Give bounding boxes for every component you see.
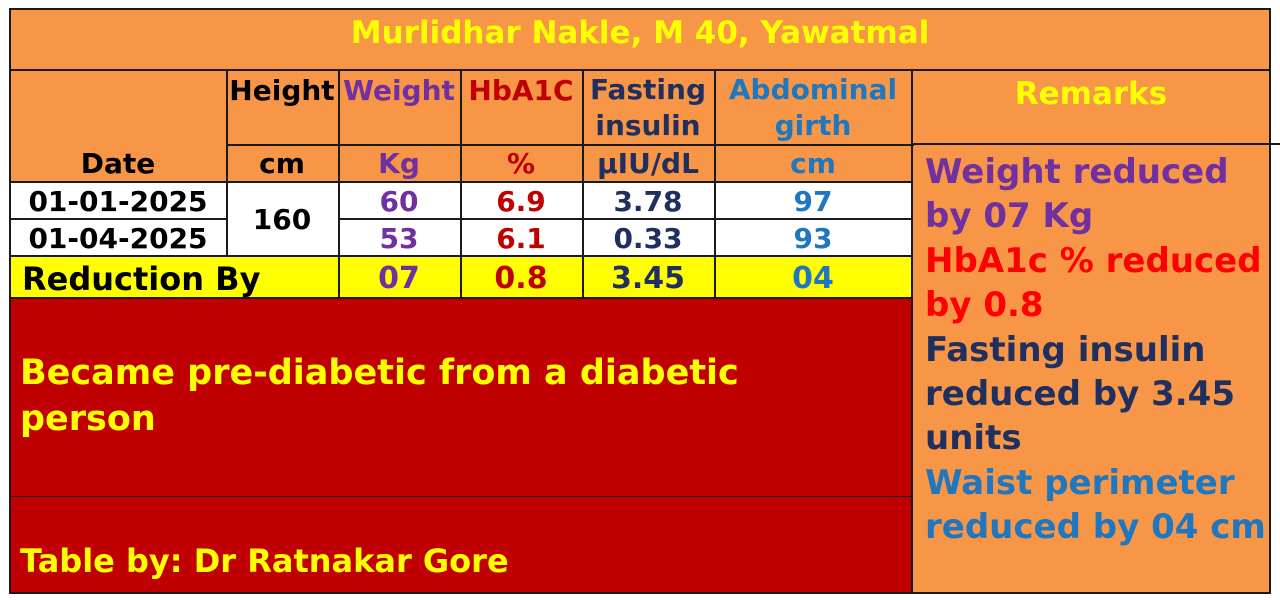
border-title-bottom (10, 69, 1270, 71)
reduction-fasting: 3.45 (610, 260, 686, 296)
border-left (9, 8, 11, 594)
unit-hba1c: % (506, 147, 536, 180)
vline-weight-hba1c (460, 70, 462, 298)
row1-date: 01-01-2025 (28, 184, 208, 218)
reduction-weight: 07 (378, 260, 420, 296)
row2-fasting: 0.33 (613, 221, 683, 255)
unit-weight: Kg (378, 147, 420, 180)
border-top (10, 8, 1270, 10)
reduction-abdominal: 04 (792, 260, 834, 296)
conclusion-area (10, 298, 912, 593)
vline-hba1c-fasting (582, 70, 584, 298)
remark-fasting: Fasting insulin reduced by 3.45 units (925, 330, 1235, 458)
height-value: 160 (252, 203, 312, 236)
vline-date-height (226, 70, 228, 256)
reduction-hba1c: 0.8 (494, 260, 548, 296)
border-bottom (10, 592, 1270, 594)
row2-abdominal: 93 (793, 221, 833, 255)
line-remarks-top (912, 143, 1280, 145)
header-fasting-line2: insulin (595, 109, 701, 142)
border-right (1269, 8, 1271, 594)
line-header-mid (228, 144, 914, 146)
row2-date: 01-04-2025 (28, 221, 208, 255)
unit-height: cm (259, 147, 305, 180)
header-weight: Weight (343, 74, 455, 107)
row1-fasting: 3.78 (613, 184, 683, 218)
header-date: Date (80, 147, 156, 180)
vline-abdominal-remarks (911, 70, 913, 594)
header-abdominal-line1: Abdominal (728, 73, 898, 106)
unit-abdominal: cm (790, 147, 836, 180)
title-bar (10, 8, 1270, 70)
header-height: Height (229, 74, 335, 107)
line-conclusion-split (10, 496, 912, 497)
remark-waist: Waist perimeter reduced by 04 cm (925, 463, 1266, 547)
conclusion-text: Became pre-diabetic from a diabetic pers… (20, 353, 739, 439)
vline-height-weight (338, 70, 340, 298)
remark-hba1c: HbA1c % reduced by 0.8 (925, 241, 1262, 325)
header-abdominal-line2: girth (774, 109, 852, 142)
header-fasting-line1: Fasting (589, 73, 706, 106)
unit-fasting: µIU/dL (597, 147, 699, 180)
row1-hba1c: 6.9 (496, 184, 546, 218)
line-row1-bottom-right (338, 218, 912, 220)
remarks-panel (912, 145, 1270, 593)
row2-weight: 53 (379, 221, 419, 255)
remark-weight: Weight reduced by 07 Kg (925, 152, 1229, 236)
line-reduction-bottom (10, 297, 912, 299)
row1-weight: 60 (379, 184, 419, 218)
header-remarks: Remarks (1014, 76, 1168, 112)
header-hba1c: HbA1C (468, 74, 574, 107)
page-title: Murlidhar Nakle, M 40, Yawatmal (350, 15, 930, 51)
row2-hba1c: 6.1 (496, 221, 546, 255)
row1-abdominal: 97 (793, 184, 833, 218)
line-row1-bottom (10, 218, 226, 220)
reduction-label: Reduction By (22, 260, 261, 298)
vline-fasting-abdominal (714, 70, 716, 298)
credit-text: Table by: Dr Ratnakar Gore (20, 542, 509, 580)
